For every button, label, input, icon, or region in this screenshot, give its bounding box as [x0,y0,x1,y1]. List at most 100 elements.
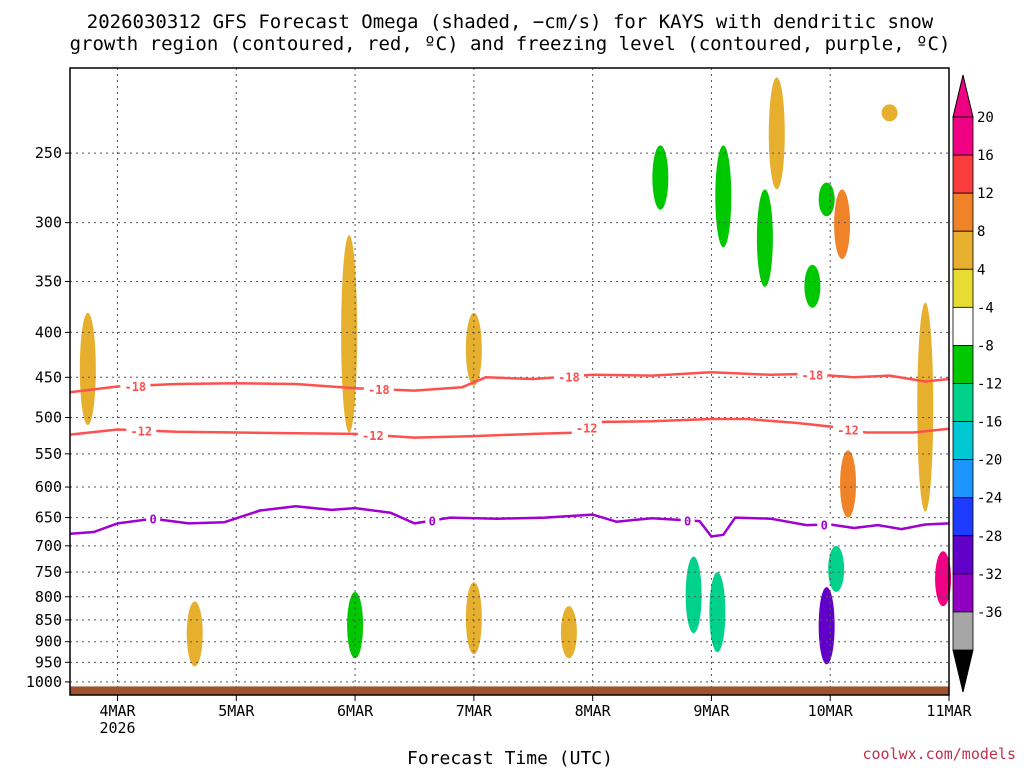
contour-label-bg--12-1 [357,428,388,443]
omega-upper-updraft-3 [756,189,773,287]
contour-line--18 [69,370,950,394]
colorbar-segment--16 [952,421,974,461]
y-tick-label-400: 400 [35,323,62,341]
contour-label--18-1: -18 [368,383,390,397]
colorbar-segment-8 [952,230,974,270]
x-tick-sublabel-year: 2026 [99,719,135,737]
contour-label-bg--18-3 [797,367,828,382]
omega-upper-updraft-5 [818,182,835,217]
omega-upper-descent-3 [881,104,898,122]
colorbar-segment--12 [952,383,974,422]
colorbar-label--32: -32 [977,567,1002,583]
y-tick-label-600: 600 [35,478,62,496]
colorbar-label-8: 8 [977,224,985,240]
contour-label--12-0: -12 [130,424,152,438]
omega-shading-layer [79,77,952,667]
contour-label-bg--12-2 [571,420,602,435]
contour-label-bg--18-1 [363,382,394,397]
x-tick-label-9MAR: 9MAR [693,702,730,720]
contour-label-bg-0-3 [817,517,832,532]
omega-snow-column-c [465,312,482,386]
colorbar-segment--32 [952,573,974,613]
contour-label-bg--12-3 [833,422,864,437]
omega-upper-descent-1 [768,77,785,190]
colorbar-label--20: -20 [977,453,1002,469]
contour-label-bg-0-2 [680,513,695,528]
x-axis-label: Forecast Time (UTC) [407,748,613,768]
colorbar-label--24: -24 [977,491,1002,507]
x-tick-label-4MAR: 4MAR [99,702,136,720]
colorbar-segment-12 [952,192,974,232]
colorbar-segment-16 [952,154,974,194]
contour-label--18-3: -18 [802,368,824,382]
y-tick-label-750: 750 [35,563,62,581]
y-tick-label-350: 350 [35,272,62,290]
contour-label-bg-0-1 [425,513,440,528]
omega-upper-updraft-1 [652,145,669,210]
colorbar-segment--8 [952,345,974,384]
x-tick-label-8MAR: 8MAR [575,702,612,720]
x-tick-label-10MAR: 10MAR [808,702,854,720]
y-tick-label-900: 900 [35,633,62,651]
y-tick-label-650: 650 [35,509,62,527]
omega-low-updraft-4 [828,545,845,592]
ground-layer [70,686,949,695]
colorbar-label--8: -8 [977,338,994,354]
contour-line-0 [69,505,950,538]
colorbar-label--12: -12 [977,377,1002,393]
colorbar-top-arrow [952,74,974,118]
contour-label-bg--18-2 [553,369,584,384]
colorbar-label-16: 16 [977,148,994,164]
y-axis: 250 300 350 400 450 500 550 600 650 700 750 800 850 9… [26,144,70,691]
y-tick-label-500: 500 [35,408,62,426]
contour-layer: -18 -18 -18 -18 -12 -12 -12 -12 0 0 0 0 [69,367,950,538]
y-tick-label-800: 800 [35,588,62,606]
contour-label--12-3: -12 [837,424,859,438]
colorbar-segment-4 [952,268,974,308]
omega-upper-descent-2 [834,189,851,260]
omega-snow-column-a [79,312,96,426]
contour-label-0-2: 0 [684,514,691,528]
colorbar-label-4: 4 [977,262,985,278]
x-tick-label-7MAR: 7MAR [456,702,493,720]
x-tick-label-6MAR: 6MAR [337,702,374,720]
colorbar-segment--4 [952,306,974,346]
colorbar-label--28: -28 [977,529,1002,545]
colorbar-label--4: -4 [977,300,994,316]
colorbar-label--16: -16 [977,415,1002,431]
omega-low-updraft-3 [818,587,835,665]
omega-upper-updraft-2 [715,145,732,248]
colorbar-segment--20 [952,459,974,499]
y-tick-label-1000: 1000 [26,673,62,691]
omega-low-descent-7 [917,302,934,512]
colorbar-bottom-arrow [952,649,974,693]
plot-area: -18 -18 -18 -18 -12 -12 -12 -12 0 0 0 0 250 300 350 40… [26,67,973,737]
omega-low-descent-5 [840,450,857,518]
contour-label--18-0: -18 [124,380,146,394]
omega-low-updraft-1 [685,556,702,634]
chart-title-line-1: 2026030312 GFS Forecast Omega (shaded, −… [87,11,934,33]
plot-frame [69,67,950,696]
colorbar-segment--36 [952,611,974,651]
plot-background [70,68,949,695]
x-tick-label-5MAR: 5MAR [218,702,255,720]
colorbar-label-20: 20 [977,110,994,126]
omega-snow-column-b [341,235,358,433]
x-tick-label-11MAR: 11MAR [926,702,972,720]
omega-low-descent-2 [347,591,364,659]
contour-label-0-3: 0 [821,519,828,533]
contour-label-0-0: 0 [150,513,157,527]
omega-low-descent-3 [465,582,482,655]
contour-label-bg--18-0 [120,378,151,393]
y-tick-label-550: 550 [35,445,62,463]
y-tick-label-300: 300 [35,214,62,232]
omega-upper-updraft-4 [804,264,821,308]
contour-label-0-1: 0 [429,514,436,528]
contour-label-bg--12-0 [126,423,157,438]
colorbar-segment--28 [952,535,974,575]
y-tick-label-850: 850 [35,611,62,629]
colorbar-label--36: -36 [977,605,1002,621]
colorbar-segment--24 [952,497,974,537]
